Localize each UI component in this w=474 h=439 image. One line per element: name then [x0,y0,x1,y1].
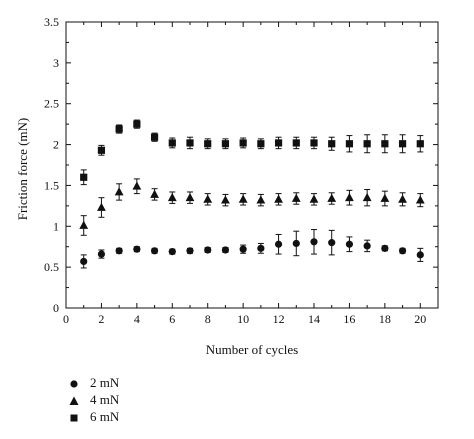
data-point-square [168,139,176,147]
data-point-circle [310,238,318,246]
series-triangle [79,178,425,236]
plot-frame [65,21,439,309]
axis-ticks: 0 2 4 6 8 10 12 14 16 18 20 0 0.5 1 1.5 2 2.5 3 3.5 [44,15,439,326]
data-point-triangle [167,192,177,202]
data-point-circle [97,250,106,258]
y-tick-label: 3.5 [44,15,59,29]
data-point-circle [204,246,212,254]
circle-marker-icon [66,377,90,389]
data-point-triangle [309,194,319,203]
y-tick-label: 0 [53,301,59,315]
data-point-square [363,140,371,148]
data-point-circle [381,244,389,252]
legend-item-6mn: 6 mN [66,408,119,425]
data-point-square [221,140,230,148]
legend-label: 6 mN [90,408,120,424]
data-point-circle [80,257,88,266]
data-point-square [310,139,318,147]
square-marker-icon [66,411,90,423]
data-point-circle [398,247,407,255]
data-point-circle [274,240,283,248]
data-point-square [150,133,159,141]
data-point-triangle [291,193,301,202]
legend-item-4mn: 4 mN [66,391,119,408]
x-tick-label: 12 [273,312,285,326]
y-axis-label: Friction force (mN) [15,118,30,221]
data-point-square [257,140,265,148]
data-point-circle [221,246,230,254]
data-point-circle [150,247,159,255]
data-point-triangle [97,202,106,211]
data-point-triangle [327,193,337,202]
data-point-triangle [203,194,213,203]
data-point-circle [133,245,141,253]
x-tick-label: 2 [98,312,104,326]
y-tick-label: 0.5 [44,260,59,274]
data-point-square [97,146,106,154]
data-point-triangle [238,194,248,203]
plot-axes [65,21,439,309]
data-point-square [186,139,194,147]
x-tick-label: 10 [237,312,249,326]
data-point-triangle [380,193,390,202]
data-point-square [80,173,88,181]
x-tick-label: 20 [414,312,426,326]
data-point-triangle [132,181,142,190]
data-point-square [274,139,283,147]
x-axis-label: Number of cycles [206,342,298,357]
x-tick-label: 18 [379,312,391,326]
y-tick-label: 2 [53,138,59,152]
data-marks [79,119,425,269]
triangle-marker-icon [66,394,90,406]
data-point-triangle [114,187,124,196]
data-point-triangle [79,220,89,229]
legend-label: 4 mN [90,391,120,407]
data-point-circle [115,247,123,255]
y-tick-label: 1.5 [44,178,59,192]
data-point-circle [363,242,371,250]
data-point-circle [416,251,424,259]
data-point-triangle [150,189,159,198]
data-point-circle [292,239,300,248]
x-tick-label: 14 [308,312,320,326]
data-point-triangle [221,195,230,204]
data-point-square [345,140,354,148]
data-point-circle [186,247,194,255]
data-point-triangle [274,194,283,203]
series-circle [80,229,424,269]
data-point-circle [257,244,265,252]
x-tick-label: 0 [63,312,69,326]
data-point-circle [328,239,336,247]
data-point-triangle [185,192,195,202]
x-tick-label: 6 [169,312,175,326]
data-point-square [328,140,336,148]
data-point-triangle [362,192,372,202]
y-tick-label: 1 [53,219,59,233]
legend-item-2mn: 2 mN [66,374,119,391]
x-tick-label: 16 [343,312,355,326]
data-point-triangle [415,195,425,204]
data-point-square [416,140,424,148]
data-point-square [204,140,212,148]
data-point-square [115,125,123,133]
x-tick-label: 8 [205,312,211,326]
y-tick-label: 3 [53,56,59,70]
data-point-circle [345,240,354,248]
data-point-square [292,139,300,147]
data-point-circle [168,248,176,256]
data-point-triangle [345,192,354,202]
series-square [80,119,424,186]
data-point-square [381,140,389,148]
data-point-square [133,120,141,128]
data-point-square [239,139,247,147]
data-point-triangle [256,195,266,204]
data-point-triangle [398,194,407,203]
legend-label: 2 mN [90,374,120,390]
data-point-square [398,140,407,148]
x-tick-label: 4 [134,312,140,326]
data-point-circle [239,245,247,253]
y-tick-label: 2.5 [44,97,59,111]
chart-legend: 2 mN 4 mN 6 mN [66,374,119,425]
